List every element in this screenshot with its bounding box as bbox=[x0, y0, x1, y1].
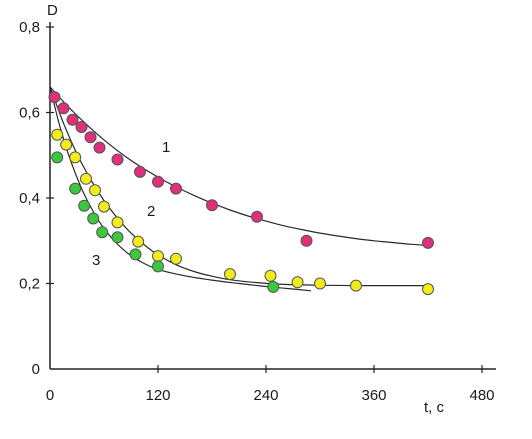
x-axis-label: t, c bbox=[424, 399, 445, 416]
data-point-series-1 bbox=[134, 165, 146, 178]
y-tick-label: 0,4 bbox=[19, 190, 40, 207]
data-point-series-1 bbox=[48, 91, 61, 104]
data-point-series-1 bbox=[57, 102, 70, 115]
data-point-series-1 bbox=[111, 153, 124, 166]
data-point-series-2 bbox=[111, 216, 124, 229]
data-point-series-2 bbox=[350, 279, 362, 292]
y-tick-label: 0 bbox=[32, 361, 40, 378]
fit-curve-2 bbox=[49, 86, 429, 287]
data-point-series-1 bbox=[251, 210, 263, 223]
data-point-series-3 bbox=[96, 226, 109, 239]
x-tick-label: 360 bbox=[361, 387, 386, 404]
x-ticks: 0 120 240 360 480 bbox=[46, 365, 495, 404]
data-points bbox=[48, 91, 434, 296]
data-point-series-1 bbox=[206, 199, 218, 212]
data-point-series-1 bbox=[84, 131, 97, 144]
curve-label-3: 3 bbox=[92, 252, 100, 269]
data-point-series-3 bbox=[87, 212, 100, 225]
data-point-series-2 bbox=[170, 252, 182, 265]
y-tick-label: 0,8 bbox=[19, 19, 40, 36]
x-tick-label: 0 bbox=[46, 387, 54, 404]
curve-label-1: 1 bbox=[162, 139, 170, 156]
data-point-series-1 bbox=[422, 236, 434, 249]
fit-curve-1 bbox=[49, 86, 429, 247]
data-point-series-2 bbox=[422, 283, 434, 296]
data-point-series-2 bbox=[224, 268, 236, 281]
axes bbox=[49, 22, 496, 370]
x-tick-label: 480 bbox=[469, 387, 494, 404]
data-point-series-3 bbox=[51, 151, 64, 164]
data-point-series-3 bbox=[69, 182, 82, 195]
data-point-series-1 bbox=[75, 121, 88, 133]
data-point-series-2 bbox=[132, 235, 145, 248]
data-point-series-3 bbox=[152, 260, 164, 273]
y-tick-label: 0,6 bbox=[19, 105, 40, 122]
data-point-series-3 bbox=[78, 199, 91, 212]
x-tick-label: 240 bbox=[253, 387, 278, 404]
data-point-series-3 bbox=[111, 231, 124, 244]
fit-curves bbox=[49, 86, 429, 292]
data-point-series-2 bbox=[152, 250, 164, 263]
data-point-series-2 bbox=[80, 172, 92, 185]
data-point-series-1 bbox=[170, 182, 182, 195]
data-point-series-2 bbox=[89, 184, 101, 197]
data-point-series-3 bbox=[267, 280, 280, 293]
y-tick-label: 0,2 bbox=[19, 276, 40, 293]
y-ticks: 0 0,2 0,4 0,6 0,8 bbox=[19, 19, 54, 378]
x-tick-label: 120 bbox=[145, 387, 170, 404]
data-point-series-2 bbox=[60, 138, 73, 151]
data-point-series-1 bbox=[93, 141, 106, 154]
data-point-series-1 bbox=[152, 175, 164, 188]
curve-label-2: 2 bbox=[147, 203, 155, 220]
data-point-series-2 bbox=[314, 277, 326, 290]
data-point-series-2 bbox=[98, 200, 110, 213]
data-point-series-1 bbox=[300, 234, 313, 247]
data-point-series-2 bbox=[264, 269, 277, 282]
data-point-series-2 bbox=[51, 128, 64, 141]
data-point-series-2 bbox=[69, 151, 82, 164]
y-axis-label: D bbox=[47, 2, 58, 19]
data-point-series-2 bbox=[291, 276, 304, 289]
data-point-series-1 bbox=[66, 113, 79, 126]
data-point-series-3 bbox=[129, 248, 142, 261]
